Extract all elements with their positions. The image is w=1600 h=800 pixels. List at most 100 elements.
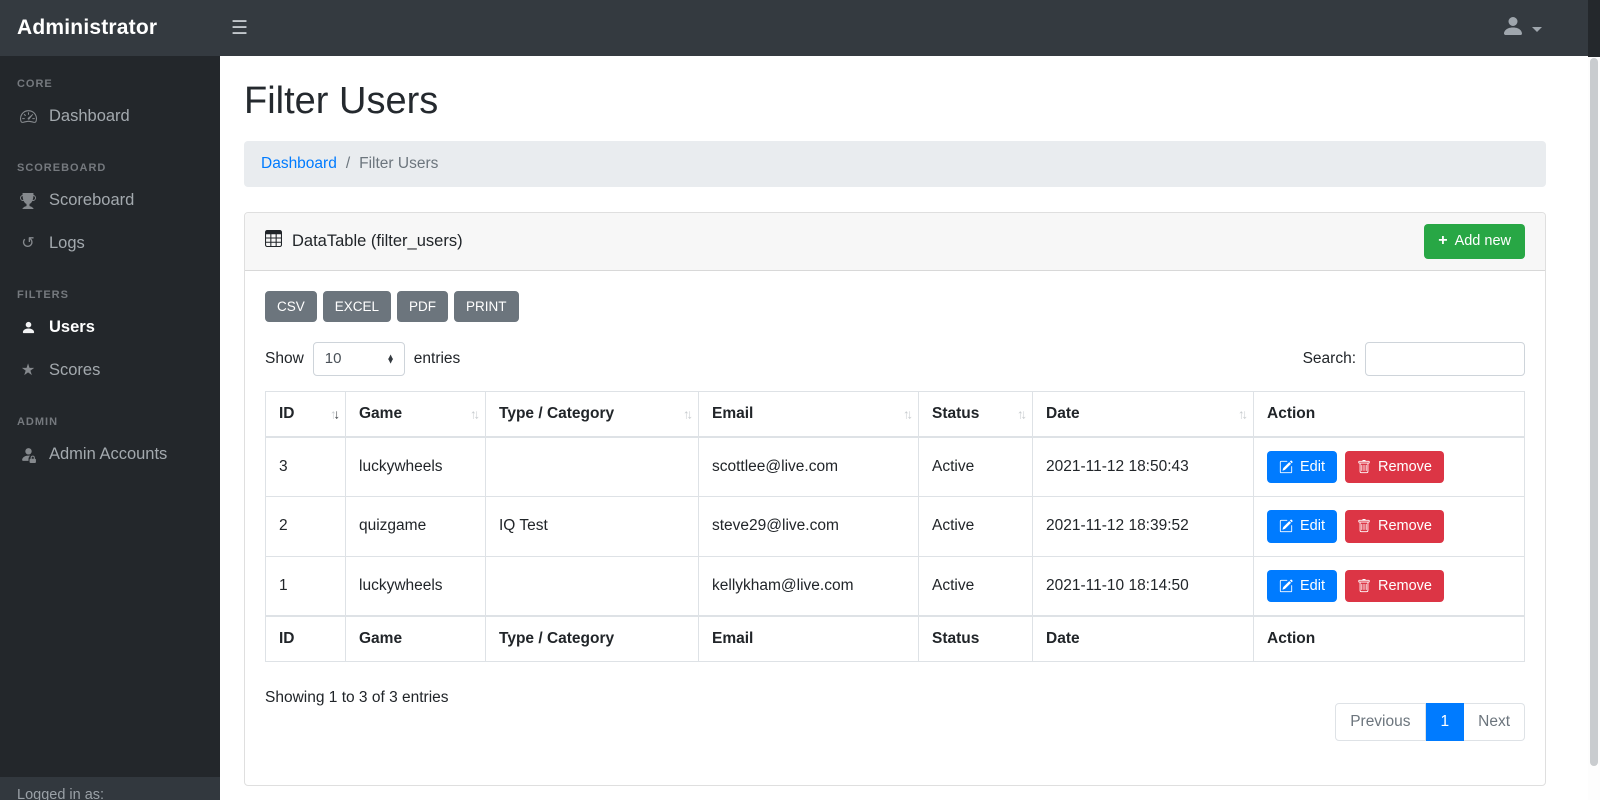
footer-header-id: ID	[265, 615, 346, 662]
entries-label: entries	[413, 349, 461, 367]
sidebar-item-admin-accounts[interactable]: Admin Accounts	[0, 433, 220, 476]
sidebar-item-dashboard[interactable]: Dashboard	[0, 95, 220, 138]
datatable-card: DataTable (filter_users) + Add new CSV E…	[244, 212, 1546, 786]
cell-id: 3	[265, 436, 346, 497]
sidebar-item-logs[interactable]: ↺ Logs	[0, 222, 220, 265]
export-pdf-button[interactable]: PDF	[397, 290, 449, 322]
table-icon	[265, 230, 282, 252]
scrollbar-thumb[interactable]	[1590, 58, 1598, 766]
card-body: CSV EXCEL PDF PRINT Show 10 ▲ ▼ entries S…	[245, 271, 1545, 786]
sort-icon[interactable]: ↑↓	[903, 406, 913, 421]
sidebar-item-scoreboard[interactable]: Scoreboard	[0, 179, 220, 222]
table-row: 3 luckywheels scottlee@live.com Active 2…	[265, 436, 1525, 497]
sort-icon[interactable]: ↑↓	[330, 406, 340, 421]
column-header-action: Action	[1253, 390, 1525, 438]
breadcrumb-current: Filter Users	[359, 155, 439, 172]
hamburger-icon[interactable]: ☰	[231, 17, 249, 39]
pagination-next[interactable]: Next	[1464, 703, 1525, 741]
card-title: DataTable (filter_users)	[265, 230, 463, 252]
sidebar-item-label: Users	[49, 318, 95, 336]
scrollbar-navcap	[1588, 0, 1600, 57]
column-header-status[interactable]: Status ↑↓	[918, 390, 1033, 438]
tachometer-icon	[17, 108, 39, 125]
pagination: Previous 1 Next	[1335, 703, 1525, 741]
column-header-game[interactable]: Game ↑↓	[345, 390, 486, 438]
filter-users-table: ID ↑↓ Game ↑↓ Type / Category ↑↓ Email ↑↓ St…	[265, 390, 1525, 663]
table-controls: Show 10 ▲ ▼ entries Search:	[265, 341, 1525, 376]
main-content: Filter Users Dashboard / Filter Users Da…	[220, 56, 1588, 800]
entries-select[interactable]: 10 ▲ ▼	[312, 341, 405, 376]
footer-header-email: Email	[698, 615, 919, 662]
search-control: Search:	[1303, 341, 1525, 376]
table-header-row: ID ↑↓ Game ↑↓ Type / Category ↑↓ Email ↑↓ St…	[265, 390, 1525, 438]
sort-icon[interactable]: ↑↓	[470, 406, 480, 421]
sort-icon[interactable]: ↑↓	[1017, 406, 1027, 421]
cell-id: 2	[265, 496, 346, 557]
sidebar-section-core: CORE	[17, 78, 53, 90]
pagination-page-1[interactable]: 1	[1425, 703, 1465, 741]
column-header-date[interactable]: Date ↑↓	[1032, 390, 1254, 438]
breadcrumb-separator: /	[345, 155, 351, 172]
export-csv-button[interactable]: CSV	[265, 290, 317, 322]
show-label: Show	[265, 349, 304, 367]
page-title: Filter Users	[244, 80, 439, 122]
sidebar-item-label: Scores	[49, 361, 101, 379]
footer-header-status: Status	[918, 615, 1033, 662]
add-new-button[interactable]: + Add new	[1424, 224, 1525, 259]
edit-button[interactable]: Edit	[1267, 510, 1337, 543]
pagination-previous[interactable]: Previous	[1335, 703, 1426, 741]
edit-button[interactable]: Edit	[1267, 569, 1337, 602]
remove-button[interactable]: Remove	[1345, 450, 1444, 483]
export-excel-button[interactable]: EXCEL	[322, 290, 392, 322]
table-footer: Showing 1 to 3 of 3 entries Previous 1 N…	[265, 680, 1525, 765]
breadcrumb-dashboard-link[interactable]: Dashboard	[261, 155, 337, 172]
search-input[interactable]	[1365, 341, 1525, 376]
card-header: DataTable (filter_users) + Add new	[245, 213, 1545, 271]
sidebar-item-label: Logs	[49, 234, 85, 252]
cell-email: scottlee@live.com	[698, 436, 919, 497]
logged-in-as-label: Logged in as:	[17, 787, 105, 800]
history-icon: ↺	[21, 234, 35, 252]
action-cell: Edit Remove	[1267, 450, 1511, 483]
app-brand: Administrator	[17, 16, 158, 39]
column-header-email[interactable]: Email ↑↓	[698, 390, 919, 438]
sidebar-item-label: Scoreboard	[49, 191, 135, 209]
sidebar-footer: Logged in as:	[0, 777, 220, 800]
cell-status: Active	[918, 496, 1033, 557]
sidebar-item-users[interactable]: Users	[0, 306, 220, 349]
export-print-button[interactable]: PRINT	[454, 290, 519, 322]
caret-down-icon	[1532, 26, 1542, 32]
action-cell: Edit Remove	[1267, 569, 1511, 602]
sort-icon[interactable]: ↑↓	[1238, 406, 1248, 421]
action-cell: Edit Remove	[1267, 510, 1511, 543]
cell-date: 2021-11-12 18:39:52	[1032, 496, 1254, 557]
sort-icon[interactable]: ↑↓	[683, 406, 693, 421]
star-icon: ★	[20, 361, 36, 379]
cell-date: 2021-11-12 18:50:43	[1032, 436, 1254, 497]
edit-button[interactable]: Edit	[1267, 450, 1337, 483]
footer-header-game: Game	[345, 615, 486, 662]
export-buttons: CSV EXCEL PDF PRINT	[265, 290, 1525, 322]
footer-header-date: Date	[1032, 615, 1254, 662]
vertical-scrollbar[interactable]	[1588, 0, 1600, 800]
select-arrows-icon: ▲ ▼	[386, 351, 395, 366]
entries-select-value: 10	[324, 350, 342, 367]
cell-id: 1	[265, 555, 346, 617]
sidebar-section-scoreboard: SCOREBOARD	[17, 162, 107, 174]
remove-button[interactable]: Remove	[1345, 510, 1444, 543]
column-header-id[interactable]: ID ↑↓	[265, 390, 346, 438]
footer-header-action: Action	[1253, 615, 1525, 662]
cell-status: Active	[918, 436, 1033, 497]
top-navbar: Administrator ☰	[0, 0, 1600, 56]
user-icon	[1501, 14, 1525, 43]
breadcrumb: Dashboard / Filter Users	[244, 141, 1546, 187]
sidebar-item-scores[interactable]: ★ Scores	[0, 349, 220, 392]
remove-button[interactable]: Remove	[1345, 569, 1444, 602]
cell-email: kellykham@live.com	[698, 555, 919, 617]
user-menu[interactable]	[1501, 14, 1542, 43]
footer-header-type: Type / Category	[485, 615, 699, 662]
cell-game: luckywheels	[345, 436, 486, 497]
trophy-icon	[17, 192, 39, 209]
table-row: 1 luckywheels kellykham@live.com Active …	[265, 555, 1525, 617]
column-header-type[interactable]: Type / Category ↑↓	[485, 390, 699, 438]
